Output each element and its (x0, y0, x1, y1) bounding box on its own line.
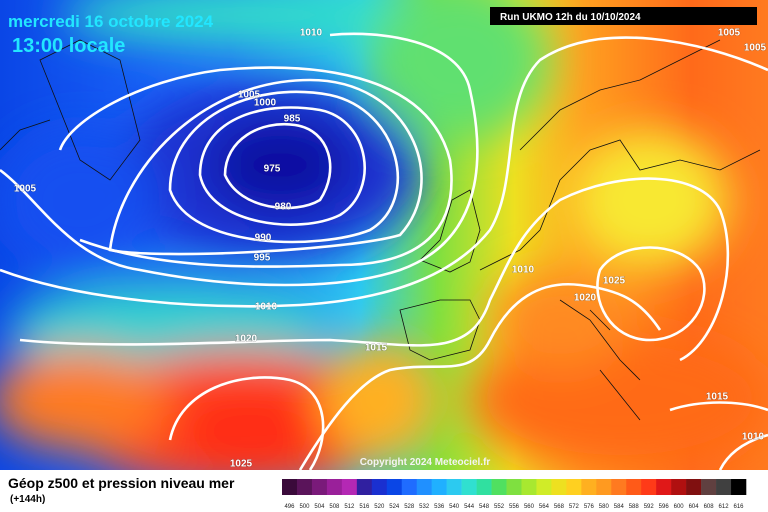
isobar-label: 1005 (238, 90, 261, 101)
isobar-label: 1010 (512, 265, 535, 276)
color-swatch (282, 479, 298, 495)
isobars (0, 32, 768, 471)
color-swatch (476, 479, 492, 495)
color-scale-label: 560 (524, 504, 535, 510)
isobar-label: 1000 (254, 98, 277, 109)
color-scale-label: 596 (659, 504, 670, 510)
color-swatch (491, 479, 507, 495)
color-scale-label: 508 (329, 504, 340, 510)
color-swatch (461, 479, 477, 495)
color-swatch (731, 479, 747, 495)
copyright: Copyright 2024 Meteociel.fr (360, 457, 491, 468)
color-swatch (386, 479, 403, 495)
color-swatch (506, 479, 522, 495)
color-scale: 496 500 504 508 512 516 520 524 528 532 536 540 544 5… (282, 479, 747, 510)
isobar-label: 1020 (235, 334, 258, 345)
color-swatch (296, 479, 313, 495)
isobar-label: 1020 (574, 293, 597, 304)
color-swatch (716, 479, 732, 495)
footer-title: Géop z500 et pression niveau mer (8, 475, 235, 491)
time-title: 13:00 locale (12, 35, 125, 57)
isobar-label: 1015 (706, 392, 729, 403)
color-scale-label: 588 (629, 504, 640, 510)
color-scale-label: 544 (464, 504, 475, 510)
color-scale-label: 520 (374, 504, 385, 510)
color-swatch (656, 479, 672, 495)
color-scale-label: 524 (389, 504, 400, 510)
isobar-label: 1010 (742, 432, 765, 443)
color-scale-label: 604 (689, 504, 700, 510)
color-scale-label: 616 (734, 504, 745, 510)
color-swatch (401, 479, 418, 495)
color-swatch (446, 479, 462, 495)
isobar-label: 1025 (603, 276, 626, 287)
color-scale-label: 568 (554, 504, 565, 510)
color-scale-label: 536 (434, 504, 445, 510)
color-scale-label: 528 (404, 504, 415, 510)
isobar-label: 995 (254, 253, 271, 264)
color-swatch (671, 479, 687, 495)
coastlines (0, 39, 761, 421)
isobar-label: 1010 (255, 302, 278, 313)
color-scale-label: 540 (449, 504, 460, 510)
color-swatch (551, 479, 567, 495)
color-scale-label: 516 (359, 504, 370, 510)
color-scale-label: 576 (584, 504, 595, 510)
color-swatch (416, 479, 432, 495)
color-scale-label: 504 (314, 504, 325, 510)
footer-lead: (+144h) (10, 494, 45, 505)
isobar-labels: 1010 1005 1005 1005 1000 985 975 980 990… (13, 27, 767, 470)
color-swatch (326, 479, 343, 495)
color-scale-label: 584 (614, 504, 625, 510)
run-info: Run UKMO 12h du 10/10/2024 (500, 12, 641, 23)
color-swatch (341, 479, 358, 495)
color-scale-label: 556 (509, 504, 520, 510)
color-scale-label: 600 (674, 504, 685, 510)
color-swatch (311, 479, 328, 495)
color-swatch (686, 479, 702, 495)
run-box (490, 7, 757, 25)
color-swatch (581, 479, 597, 495)
isobar-label: 990 (255, 233, 272, 244)
isobar-label: 980 (275, 202, 292, 213)
color-scale-label: 512 (344, 504, 355, 510)
color-swatch (371, 479, 388, 495)
color-scale-label: 500 (299, 504, 310, 510)
color-swatch (701, 479, 717, 495)
color-swatch (536, 479, 552, 495)
isobar-label: 1010 (300, 28, 323, 39)
isobar-label: 1005 (718, 28, 741, 39)
color-scale-label: 608 (704, 504, 715, 510)
color-scale-label: 532 (419, 504, 430, 510)
color-scale-label: 552 (494, 504, 505, 510)
color-scale-label: 612 (719, 504, 730, 510)
color-swatch (356, 479, 373, 495)
color-scale-label: 564 (539, 504, 550, 510)
isobar-label: 985 (284, 114, 301, 125)
color-swatch (641, 479, 657, 495)
color-swatch (611, 479, 627, 495)
isobar-label: 1015 (365, 343, 388, 354)
date-title: mercredi 16 octobre 2024 (8, 12, 214, 31)
color-scale-label: 548 (479, 504, 490, 510)
pressure-field (0, 0, 768, 490)
color-swatch (596, 479, 612, 495)
isobar-label: 1025 (230, 459, 253, 470)
isobar-label: 1005 (14, 184, 37, 195)
color-scale-label: 592 (644, 504, 655, 510)
color-swatch (566, 479, 582, 495)
color-scale-label: 572 (569, 504, 580, 510)
isobar-label: 1005 (744, 43, 767, 54)
color-scale-label: 496 (284, 504, 295, 510)
color-swatch (626, 479, 642, 495)
isobar-label: 975 (264, 164, 281, 175)
color-scale-label: 580 (599, 504, 610, 510)
color-swatch (521, 479, 537, 495)
color-swatch (431, 479, 447, 495)
